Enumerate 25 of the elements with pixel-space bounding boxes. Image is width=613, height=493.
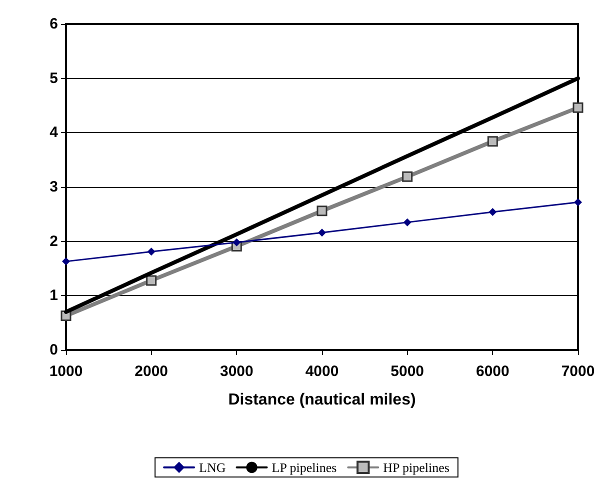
y-tick-label: 1 — [50, 287, 58, 304]
point — [403, 218, 412, 226]
x-tick-label: 1000 — [49, 363, 83, 380]
y-tick-label: 2 — [50, 232, 58, 250]
y-tick-label: 5 — [50, 70, 58, 87]
x-axis-title: Distance (nautical miles) — [228, 392, 416, 408]
y-tick-label: 0 — [50, 342, 58, 358]
x-tick-label: 5000 — [390, 363, 424, 380]
x-tick-label: 7000 — [561, 363, 595, 380]
legend-label: HP pipelines — [383, 460, 450, 475]
y-tick-label: 6 — [50, 16, 58, 32]
point — [488, 208, 497, 216]
y-tick-label: 3 — [50, 178, 58, 196]
x-tick-label: 3000 — [220, 363, 254, 380]
x-tick-label: 2000 — [134, 363, 168, 380]
x-tick-label: 6000 — [476, 363, 510, 380]
point — [147, 248, 156, 256]
legend-label: LP pipelines — [272, 460, 337, 475]
y-tick-label: 4 — [50, 124, 59, 142]
point — [318, 228, 326, 237]
point — [574, 198, 582, 206]
legend-label: LNG — [199, 460, 226, 475]
point — [232, 238, 241, 246]
point — [62, 257, 70, 266]
x-tick-label: 4000 — [305, 363, 339, 380]
